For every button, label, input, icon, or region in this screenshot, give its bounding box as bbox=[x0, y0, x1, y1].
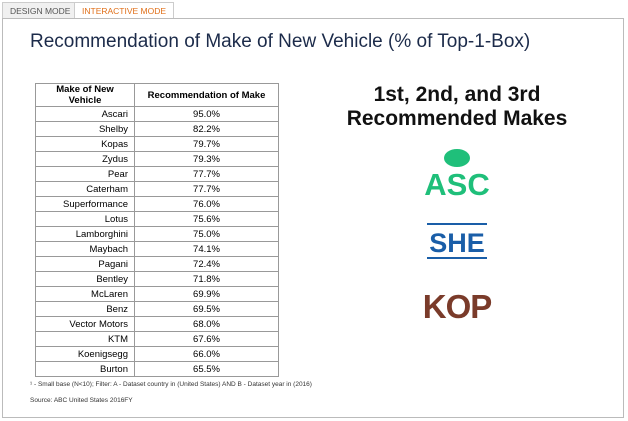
make-cell: Bentley bbox=[35, 271, 135, 287]
make-cell: Vector Motors bbox=[35, 316, 135, 332]
make-cell: Maybach bbox=[35, 241, 135, 257]
value-cell: 69.5% bbox=[134, 301, 279, 317]
value-cell: 74.1% bbox=[134, 241, 279, 257]
table-row: McLaren 69.9% bbox=[35, 286, 279, 302]
table-row: Pagani 72.4% bbox=[35, 256, 279, 272]
make-cell: Benz bbox=[35, 301, 135, 317]
table-row: Lamborghini 75.0% bbox=[35, 226, 279, 242]
table-row: Shelby 82.2% bbox=[35, 121, 279, 137]
table: Make of New Vehicle Recommendation of Mak… bbox=[35, 83, 279, 377]
make-cell: Koenigsegg bbox=[35, 346, 135, 362]
table-row: Vector Motors 68.0% bbox=[35, 316, 279, 332]
make-cell: Superformance bbox=[35, 196, 135, 212]
tab[interactable]: INTERACTIVE MODE bbox=[74, 2, 175, 19]
make-cell: Lotus bbox=[35, 211, 135, 227]
value-cell: 67.6% bbox=[134, 331, 279, 347]
value-cell: 77.7% bbox=[134, 166, 279, 182]
value-cell: 76.0% bbox=[134, 196, 279, 212]
panel bbox=[2, 18, 624, 418]
table-row: Lotus 75.6% bbox=[35, 211, 279, 227]
header-row: Make of New Vehicle Recommendation of Mak… bbox=[35, 83, 279, 107]
tab[interactable]: DESIGN MODE bbox=[2, 2, 79, 19]
table-row: Zydus 79.3% bbox=[35, 151, 279, 167]
logo: KOP bbox=[423, 288, 492, 325]
make-cell: Pear bbox=[35, 166, 135, 182]
logo: ASC bbox=[424, 167, 489, 202]
source: Source: ABC United States 2016FY bbox=[30, 397, 133, 404]
logos: ASC SHE KOP bbox=[423, 149, 492, 325]
value-cell: 66.0% bbox=[134, 346, 279, 362]
value-cell: 69.9% bbox=[134, 286, 279, 302]
table-row: Maybach 74.1% bbox=[35, 241, 279, 257]
table-row: Caterham 77.7% bbox=[35, 181, 279, 197]
table-row: Pear 77.7% bbox=[35, 166, 279, 182]
value-cell: 71.8% bbox=[134, 271, 279, 287]
table-row: Benz 69.5% bbox=[35, 301, 279, 317]
make-cell: Shelby bbox=[35, 121, 135, 137]
table-row: Koenigsegg 66.0% bbox=[35, 346, 279, 362]
make-cell: McLaren bbox=[35, 286, 135, 302]
title: Recommendation of Make of New Vehicle (%… bbox=[30, 31, 531, 52]
footnote: ¹ - Small base (N<10); Filter: A - Datas… bbox=[30, 381, 312, 388]
table-row: KTM 67.6% bbox=[35, 331, 279, 347]
value-cell: 72.4% bbox=[134, 256, 279, 272]
make-cell: Caterham bbox=[35, 181, 135, 197]
table-row: Ascari 95.0% bbox=[35, 106, 279, 122]
value-cell: 95.0% bbox=[134, 106, 279, 122]
value-cell: 75.0% bbox=[134, 226, 279, 242]
value-cell: 75.6% bbox=[134, 211, 279, 227]
header-cell: Recommendation of Make bbox=[134, 83, 279, 107]
make-cell: Kopas bbox=[35, 136, 135, 152]
value-cell: 79.3% bbox=[134, 151, 279, 167]
make-cell: Burton bbox=[35, 361, 135, 377]
table-row: Kopas 79.7% bbox=[35, 136, 279, 152]
make-cell: Pagani bbox=[35, 256, 135, 272]
side-heading: Recommended Makes bbox=[346, 107, 568, 130]
value-cell: 65.5% bbox=[134, 361, 279, 377]
table-row: Burton 65.5% bbox=[35, 361, 279, 377]
value-cell: 82.2% bbox=[134, 121, 279, 137]
logo-shape bbox=[444, 149, 470, 167]
make-cell: Lamborghini bbox=[35, 226, 135, 242]
value-cell: 68.0% bbox=[134, 316, 279, 332]
make-cell: Ascari bbox=[35, 106, 135, 122]
side-heading: 1st, 2nd, and 3rd bbox=[373, 83, 541, 106]
table-row: Bentley 71.8% bbox=[35, 271, 279, 287]
table-row: Superformance 76.0% bbox=[35, 196, 279, 212]
header-cell: Make of New Vehicle bbox=[35, 83, 135, 107]
value-cell: 79.7% bbox=[134, 136, 279, 152]
make-cell: KTM bbox=[35, 331, 135, 347]
make-cell: Zydus bbox=[35, 151, 135, 167]
logo: SHE bbox=[429, 228, 485, 258]
value-cell: 77.7% bbox=[134, 181, 279, 197]
